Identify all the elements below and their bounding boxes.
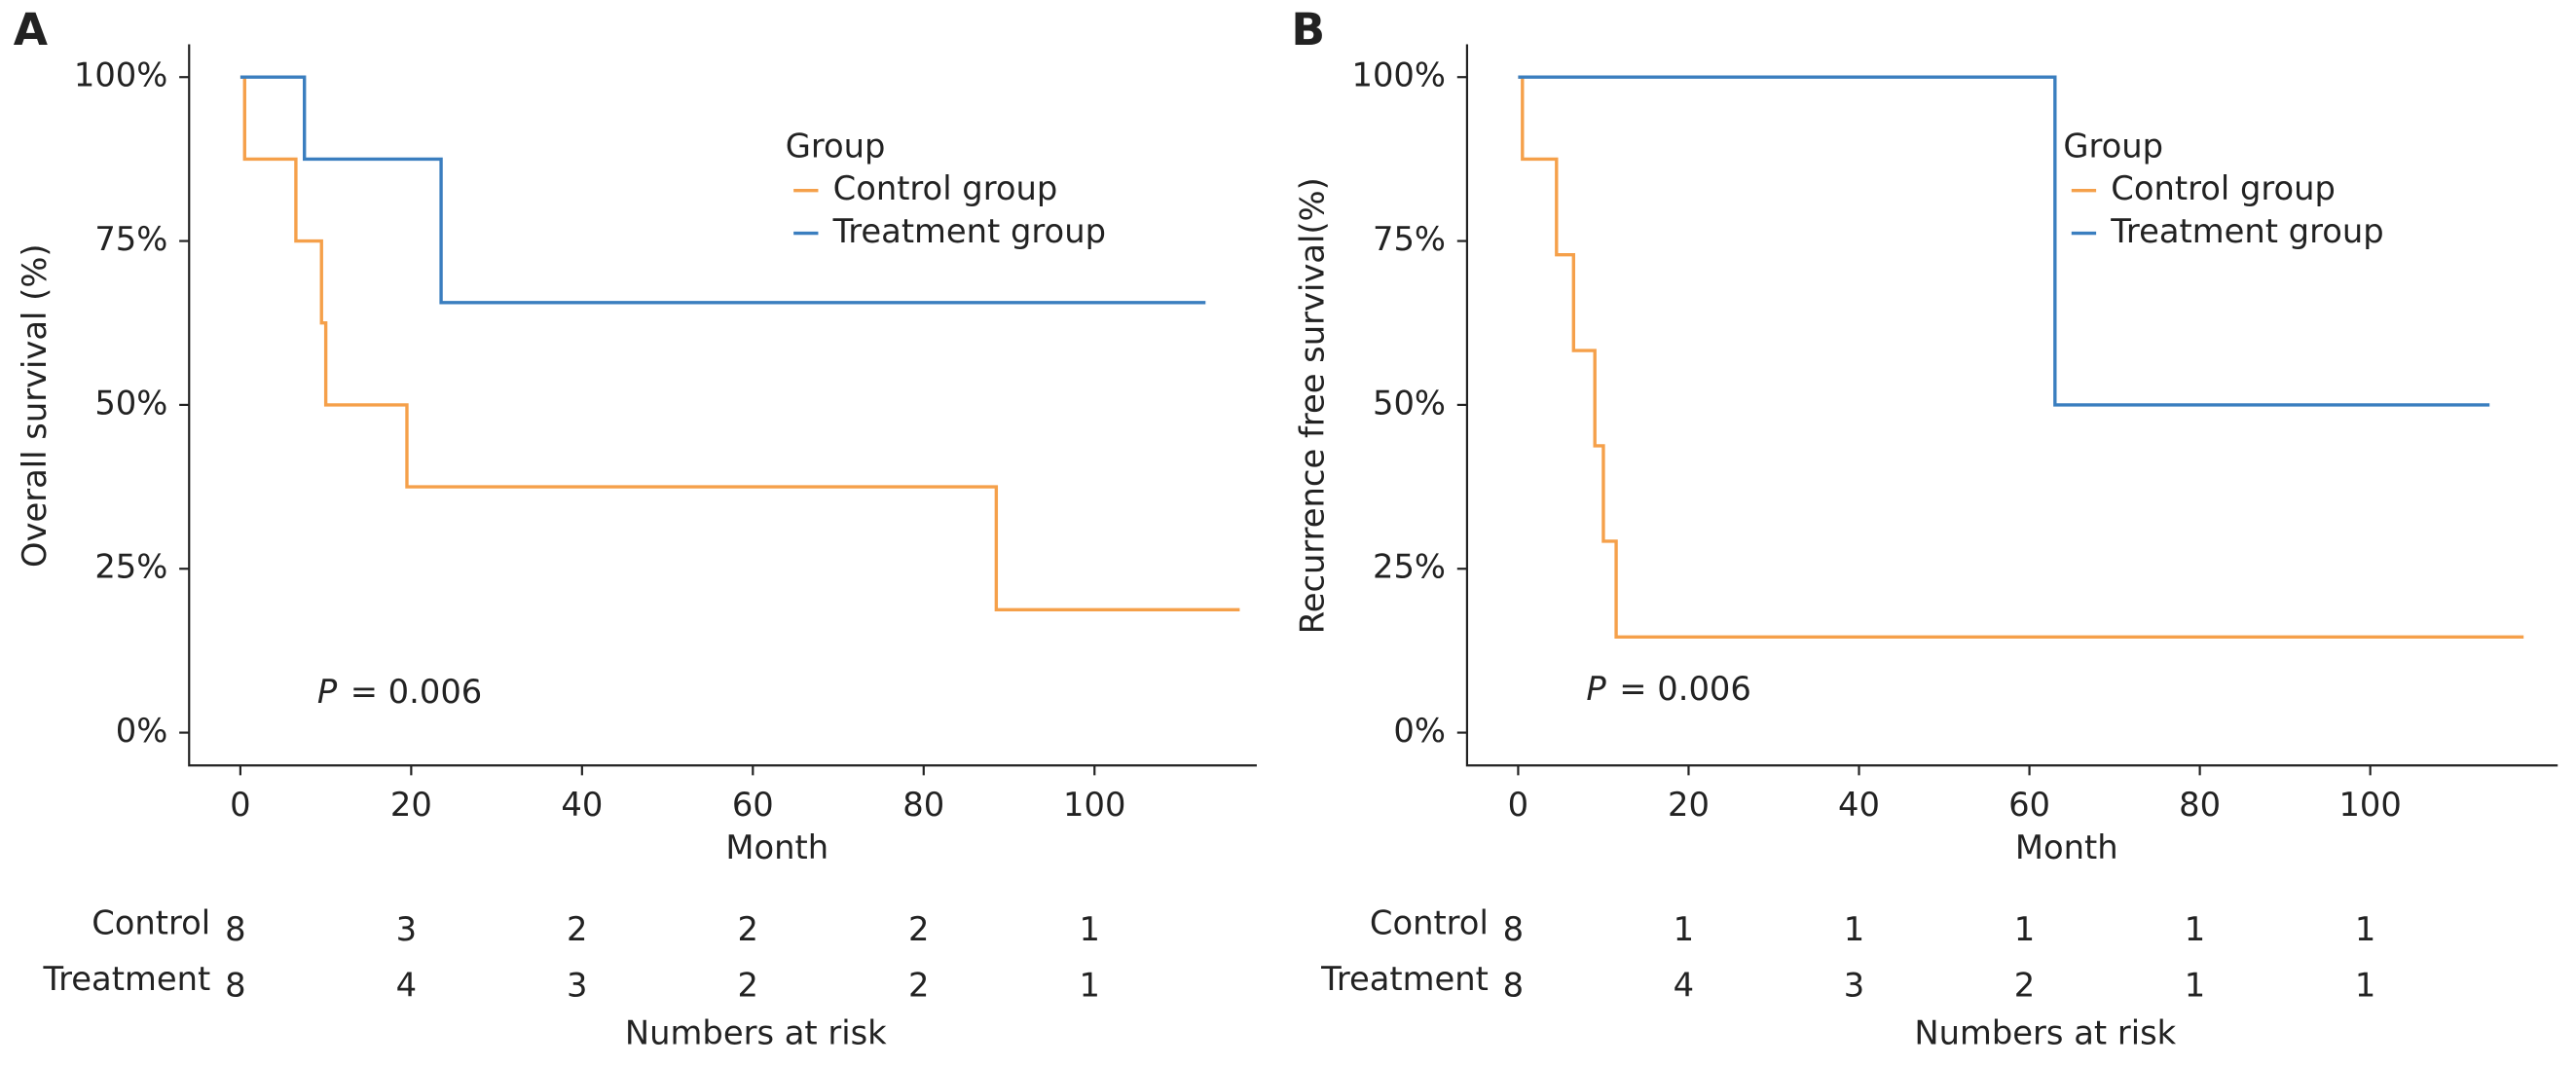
p-text: = 0.006 xyxy=(1619,669,1751,707)
x-tick-label: 0 xyxy=(1508,786,1528,824)
x-tick-label: 40 xyxy=(1838,786,1880,824)
legend-label: Treatment group xyxy=(2110,212,2383,250)
risk-count: 1 xyxy=(2355,910,2375,948)
risk-count: 1 xyxy=(2014,910,2035,948)
survival-curve xyxy=(1518,75,2524,639)
x-axis-label: Month xyxy=(2015,828,2118,866)
risk-count: 3 xyxy=(567,967,587,1005)
risk-count: 4 xyxy=(396,967,417,1005)
risk-count: 1 xyxy=(2185,910,2205,948)
legend-title: Group xyxy=(2063,127,2163,165)
risk-count: 8 xyxy=(1503,910,1524,948)
axis-line xyxy=(188,44,1257,767)
axis-line xyxy=(1465,44,2558,767)
risk-count: 1 xyxy=(1674,910,1694,948)
y-tick-label: 100% xyxy=(1352,56,1446,94)
risk-count: 2 xyxy=(738,910,758,948)
y-axis-label: Overall survival (%) xyxy=(16,243,54,568)
risk-count: 1 xyxy=(2355,967,2375,1005)
x-tick-label: 100 xyxy=(1063,786,1125,824)
risk-count: 8 xyxy=(225,967,245,1005)
x-axis-label: Month xyxy=(725,828,828,866)
p-text: = 0.006 xyxy=(350,673,483,711)
p-value: P = 0.006 xyxy=(317,673,482,711)
x-tick-label: 80 xyxy=(2179,786,2221,824)
x-tick-label: 0 xyxy=(230,786,250,824)
x-tick-label: 60 xyxy=(732,786,774,824)
x-tick-label: 20 xyxy=(1668,786,1710,824)
y-tick-label: 25% xyxy=(94,548,167,586)
risk-row-name: Control xyxy=(92,903,210,941)
legend-label: Control group xyxy=(2111,169,2336,207)
x-tick-label: 100 xyxy=(2338,786,2401,824)
risk-count: 8 xyxy=(225,910,245,948)
risk-count: 8 xyxy=(1503,967,1524,1005)
risk-count: 1 xyxy=(1844,910,1864,948)
y-tick-label: 75% xyxy=(1373,220,1446,258)
risk-table-label: Numbers at risk xyxy=(1914,1013,2176,1051)
risk-count: 2 xyxy=(908,910,929,948)
y-tick-label: 0% xyxy=(1393,712,1446,750)
x-tick-label: 20 xyxy=(390,786,432,824)
y-tick-label: 0% xyxy=(116,712,168,750)
y-tick-label: 50% xyxy=(94,384,167,422)
risk-count: 2 xyxy=(2014,967,2035,1005)
panel-label: B xyxy=(1291,4,1325,55)
risk-row-name: Control xyxy=(1370,903,1489,941)
y-tick-label: 50% xyxy=(1373,384,1446,422)
risk-count: 3 xyxy=(1844,967,1864,1005)
y-axis-label: Recurrence free survival(%) xyxy=(1293,177,1331,634)
y-tick-label: 100% xyxy=(74,56,167,94)
legend-title: Group xyxy=(786,127,886,165)
risk-count: 3 xyxy=(396,910,417,948)
y-tick-label: 75% xyxy=(94,220,167,258)
legend-label: Control group xyxy=(833,169,1058,207)
x-tick-label: 80 xyxy=(902,786,944,824)
x-tick-label: 60 xyxy=(2008,786,2050,824)
risk-count: 4 xyxy=(1674,967,1694,1005)
survival-curve xyxy=(239,75,1240,612)
legend-label: Treatment group xyxy=(832,212,1106,250)
risk-table-label: Numbers at risk xyxy=(625,1013,887,1051)
risk-count: 1 xyxy=(1079,967,1099,1005)
risk-row-name: Treatment xyxy=(1320,960,1489,998)
x-tick-label: 40 xyxy=(561,786,603,824)
survival-curve xyxy=(1518,75,2490,407)
p-symbol: P xyxy=(1586,669,1606,707)
risk-count: 2 xyxy=(567,910,587,948)
panel-label: A xyxy=(14,4,49,55)
risk-count: 2 xyxy=(738,967,758,1005)
risk-row-name: Treatment xyxy=(43,960,211,998)
risk-count: 2 xyxy=(908,967,929,1005)
risk-count: 1 xyxy=(1079,910,1099,948)
p-value: P = 0.006 xyxy=(1586,669,1750,707)
y-tick-label: 25% xyxy=(1373,548,1446,586)
survival-curve xyxy=(239,75,1206,305)
risk-count: 1 xyxy=(2185,967,2205,1005)
p-symbol: P xyxy=(317,673,338,711)
